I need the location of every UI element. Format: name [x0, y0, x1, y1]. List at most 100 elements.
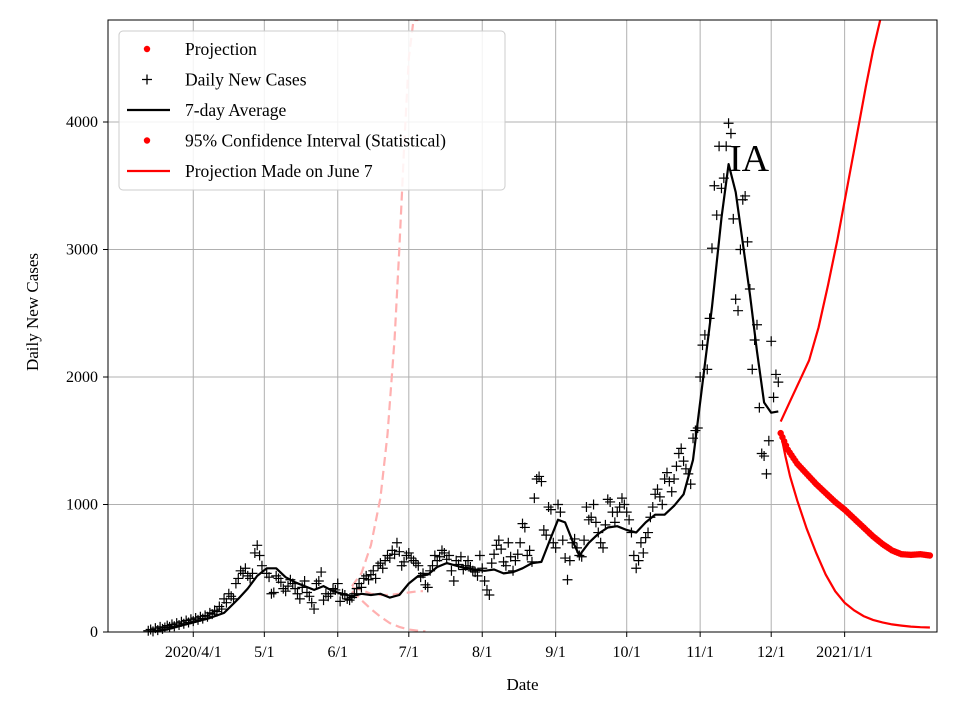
daily-case-marker: [628, 550, 639, 561]
daily-case-marker: [545, 504, 556, 515]
daily-case-marker: [306, 597, 317, 608]
daily-case-marker: [373, 560, 384, 571]
daily-case-marker: [313, 576, 324, 586]
legend-label: Projection: [185, 39, 257, 59]
daily-case-marker: [515, 537, 526, 548]
daily-case-marker: [436, 545, 447, 556]
daily-case-marker: [557, 535, 568, 546]
daily-case-marker: [413, 560, 424, 571]
daily-case-marker: [640, 532, 651, 543]
daily-case-marker: [612, 507, 623, 518]
daily-case-marker: [280, 586, 291, 597]
daily-case-marker: [564, 555, 575, 566]
daily-case-marker: [773, 377, 784, 388]
daily-case-marker: [768, 392, 779, 403]
daily-case-marker: [394, 546, 405, 557]
daily-case-marker: [489, 549, 500, 560]
daily-case-marker: [467, 565, 478, 576]
daily-case-marker: [754, 402, 765, 413]
daily-case-marker: [408, 555, 419, 566]
daily-case-marker: [429, 550, 440, 561]
daily-case-marker: [614, 502, 625, 513]
daily-case-marker: [496, 544, 507, 555]
y-tick-label: 0: [90, 624, 98, 641]
daily-case-marker: [204, 607, 215, 618]
daily-case-marker: [723, 118, 734, 129]
daily-case-marker: [536, 476, 547, 487]
legend-entry: 95% Confidence Interval (Statistical): [143, 131, 446, 151]
seven-day-average-line: [152, 163, 779, 633]
daily-case-marker: [391, 537, 402, 548]
daily-case-marker: [709, 180, 720, 191]
daily-case-marker: [697, 340, 708, 351]
daily-case-marker: [304, 591, 315, 602]
daily-case-marker: [538, 525, 549, 535]
daily-case-marker: [221, 597, 232, 608]
daily-case-marker: [444, 550, 455, 561]
confidence-interval-line: [779, 432, 930, 629]
daily-case-marker: [643, 527, 654, 538]
daily-case-marker: [740, 190, 751, 201]
daily-case-marker: [673, 448, 684, 459]
daily-case-marker: [311, 578, 322, 589]
daily-case-marker: [278, 583, 289, 594]
daily-case-marker: [631, 563, 642, 574]
daily-case-marker: [512, 549, 523, 560]
daily-case-marker: [503, 537, 514, 548]
daily-case-marker: [351, 583, 362, 594]
daily-case-marker: [358, 573, 369, 584]
daily-case-marker: [299, 576, 310, 586]
daily-case-marker: [635, 537, 646, 548]
daily-case-marker: [588, 499, 599, 510]
daily-case-marker: [214, 601, 225, 612]
daily-case-marker: [332, 578, 343, 589]
daily-case-marker: [233, 573, 244, 584]
confidence-interval-line: [779, 20, 882, 423]
daily-case-marker: [633, 555, 644, 566]
daily-case-marker: [230, 578, 241, 589]
y-axis-label: Daily New Cases: [23, 253, 42, 371]
x-tick-label: 9/1: [545, 644, 565, 661]
x-tick-label: 11/1: [686, 644, 714, 661]
daily-case-marker: [377, 563, 388, 574]
daily-case-marker: [420, 579, 431, 590]
daily-case-marker: [323, 591, 334, 602]
daily-case-marker: [249, 547, 260, 558]
daily-case-marker: [583, 514, 594, 525]
daily-case-marker: [446, 565, 457, 576]
daily-case-marker: [474, 550, 485, 561]
legend-entry: Projection Made on June 7: [127, 161, 373, 181]
june7-curve: [351, 586, 423, 597]
daily-case-marker: [664, 476, 675, 487]
daily-case-marker: [730, 294, 741, 305]
daily-case-marker: [316, 567, 327, 578]
daily-case-marker: [356, 582, 367, 593]
daily-case-marker: [275, 577, 286, 588]
daily-case-marker: [680, 463, 691, 474]
daily-case-marker: [650, 489, 661, 500]
daily-case-marker: [519, 522, 530, 533]
daily-case-marker: [403, 547, 414, 558]
y-tick-label: 3000: [66, 242, 98, 259]
daily-case-marker: [370, 573, 381, 584]
daily-case-marker: [562, 574, 573, 585]
daily-case-marker: [309, 604, 320, 615]
y-tick-label: 2000: [66, 369, 98, 386]
daily-case-marker: [484, 590, 495, 601]
x-axis-label: Date: [506, 675, 538, 694]
daily-case-marker: [652, 484, 663, 495]
daily-case-marker: [223, 588, 234, 599]
daily-case-marker: [763, 435, 774, 446]
daily-new-cases-series: [143, 118, 784, 637]
daily-case-marker: [380, 555, 391, 566]
daily-case-marker: [271, 570, 282, 581]
projection-series: [777, 20, 934, 629]
daily-case-marker: [238, 568, 249, 579]
daily-case-marker: [226, 591, 237, 602]
daily-case-marker: [671, 461, 682, 472]
daily-case-marker: [733, 305, 744, 316]
daily-case-marker: [399, 556, 410, 567]
daily-case-marker: [647, 502, 658, 513]
daily-case-marker: [240, 563, 251, 574]
